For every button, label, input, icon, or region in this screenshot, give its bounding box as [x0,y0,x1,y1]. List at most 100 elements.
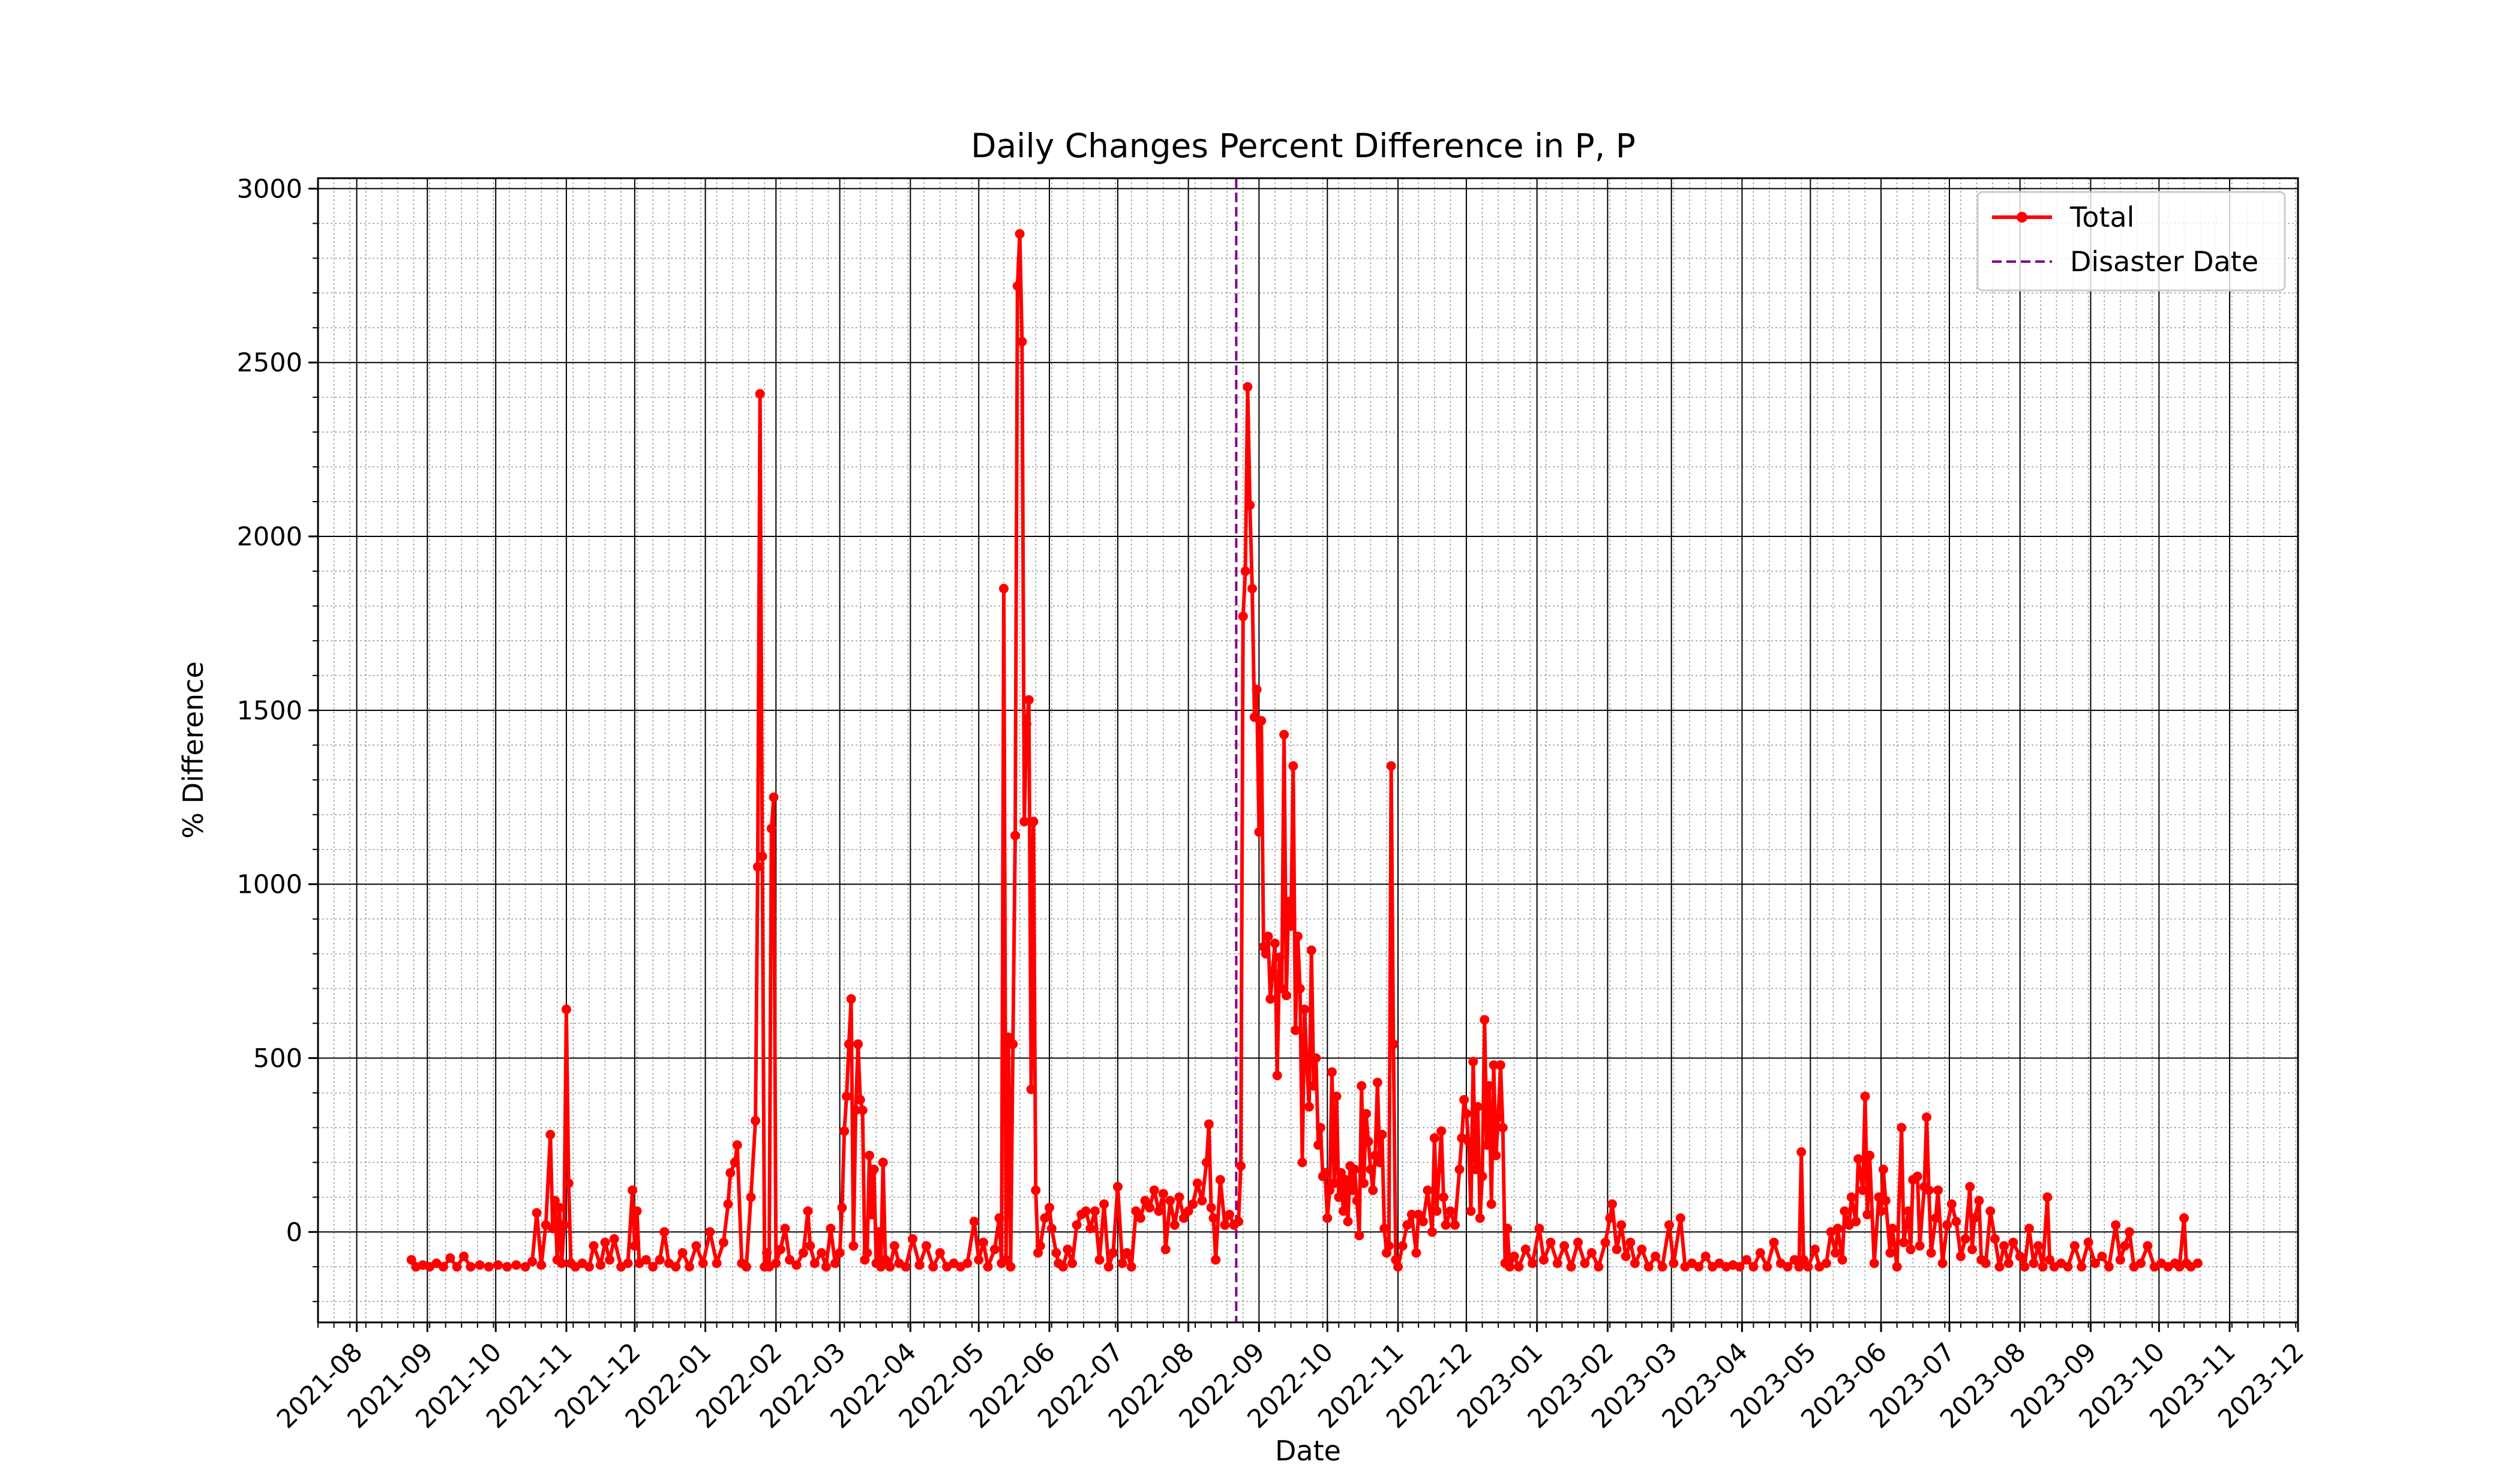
series-total-point [1309,1081,1319,1091]
series-total-point [1837,1255,1847,1265]
series-total-point [1017,337,1027,347]
series-total-point [1126,1262,1136,1272]
series-total-point [1377,1130,1387,1139]
series-total-point [1933,1185,1943,1195]
series-total-point [880,1255,890,1265]
series-total-point [1010,830,1020,841]
series-total-point [1969,1213,1979,1223]
series-total-point [1912,1171,1922,1181]
series-total-point [2015,1251,2025,1261]
series-total-point [803,1206,813,1216]
series-total-point [1352,1196,1362,1206]
series-total-point [769,792,779,802]
series-total-point [1427,1227,1437,1237]
series-total-point [830,1258,840,1268]
series-total-point [1026,1084,1036,1094]
chart-title: Daily Changes Percent Difference in P, P [971,127,1636,165]
series-total-point [1459,1095,1469,1105]
series-total-point [1869,1258,1879,1268]
series-total-point [1445,1206,1456,1216]
series-total-point [1942,1220,1952,1230]
series-total-point [1486,1199,1496,1209]
series-total-point [752,862,763,872]
series-total-point [869,1165,879,1174]
series-total-point [1085,1223,1096,1234]
series-total-point [632,1206,642,1216]
series-total-point [484,1262,494,1272]
series-total-point [1272,1070,1282,1081]
series-total-point [502,1262,512,1272]
legend-total-marker [2017,212,2027,223]
series-total-point [1343,1216,1353,1226]
series-total-point [1072,1220,1082,1230]
series-total-point [1794,1262,1804,1272]
series-total-point [1432,1206,1442,1216]
series-total-point [2120,1241,2130,1251]
y-tick-label: 2500 [237,348,302,378]
series-total-point [746,1192,756,1202]
series-total-point [1261,949,1271,959]
series-total-point [2077,1262,2087,1272]
series-total-point [1783,1262,1793,1272]
series-total-point [1461,1109,1471,1119]
series-total-point [1502,1223,1513,1234]
series-total-point [1311,1053,1321,1063]
series-total-point [755,389,765,399]
series-total-point [1160,1244,1171,1255]
series-total-point [1466,1206,1476,1216]
series-total-point [914,1260,925,1270]
series-total-point [1926,1248,1936,1258]
series-total-point [821,1262,831,1272]
series-total-point [1981,1258,1991,1268]
series-total-point [1206,1202,1216,1213]
series-total-point [1903,1206,1913,1216]
series-total-point [1112,1181,1123,1192]
series-total-point [1468,1057,1478,1067]
series-total-point [1798,1255,1808,1265]
series-total-point [1291,1025,1301,1036]
series-total-point [928,1262,938,1272]
series-total-point [659,1227,670,1237]
series-total-point [969,1216,979,1226]
series-total-point [857,1105,868,1115]
series-total-point [974,1255,984,1265]
series-total-point [1306,945,1316,955]
series-total-point [1539,1255,1549,1265]
series-total-point [1031,1185,1041,1195]
series-total-point [1607,1199,1617,1209]
series-total-point [438,1262,448,1272]
series-total-point [866,1210,877,1220]
series-total-point [1331,1091,1342,1102]
series-total-point [1429,1133,1439,1143]
series-total-point [655,1255,665,1265]
series-total-point [1480,1015,1490,1025]
series-total-point [1188,1199,1198,1209]
series-total-point [885,1262,895,1272]
y-tick-label: 2000 [237,522,302,552]
series-total-point [1067,1258,1077,1268]
series-total-point [1865,1150,1875,1160]
series-total-point [757,851,767,862]
series-total-point [978,1237,988,1247]
series-total-point [1586,1248,1597,1258]
series-total-point [561,1004,571,1015]
y-tick-label: 1500 [237,696,302,726]
series-total-point [1370,1150,1380,1160]
series-total-point [876,1262,886,1272]
series-total-point [1008,1039,1018,1049]
series-total-point [1878,1165,1888,1174]
legend-box [1976,191,2286,292]
series-total-point [1832,1223,1843,1234]
series-total-point [1625,1237,1636,1247]
series-total-point [1220,1220,1230,1230]
series-total-point [1051,1248,1061,1258]
series-total-point [1131,1206,1141,1216]
series-total-point [2069,1241,2080,1251]
series-total-point [1028,817,1039,827]
legend-disaster-label: Disaster Date [2070,245,2258,278]
series-total-point [1505,1262,1515,1272]
series-total-point [1755,1248,1765,1258]
series-total-point [1546,1237,1556,1247]
series-total-point [1338,1206,1348,1216]
series-total-point [1796,1147,1807,1157]
